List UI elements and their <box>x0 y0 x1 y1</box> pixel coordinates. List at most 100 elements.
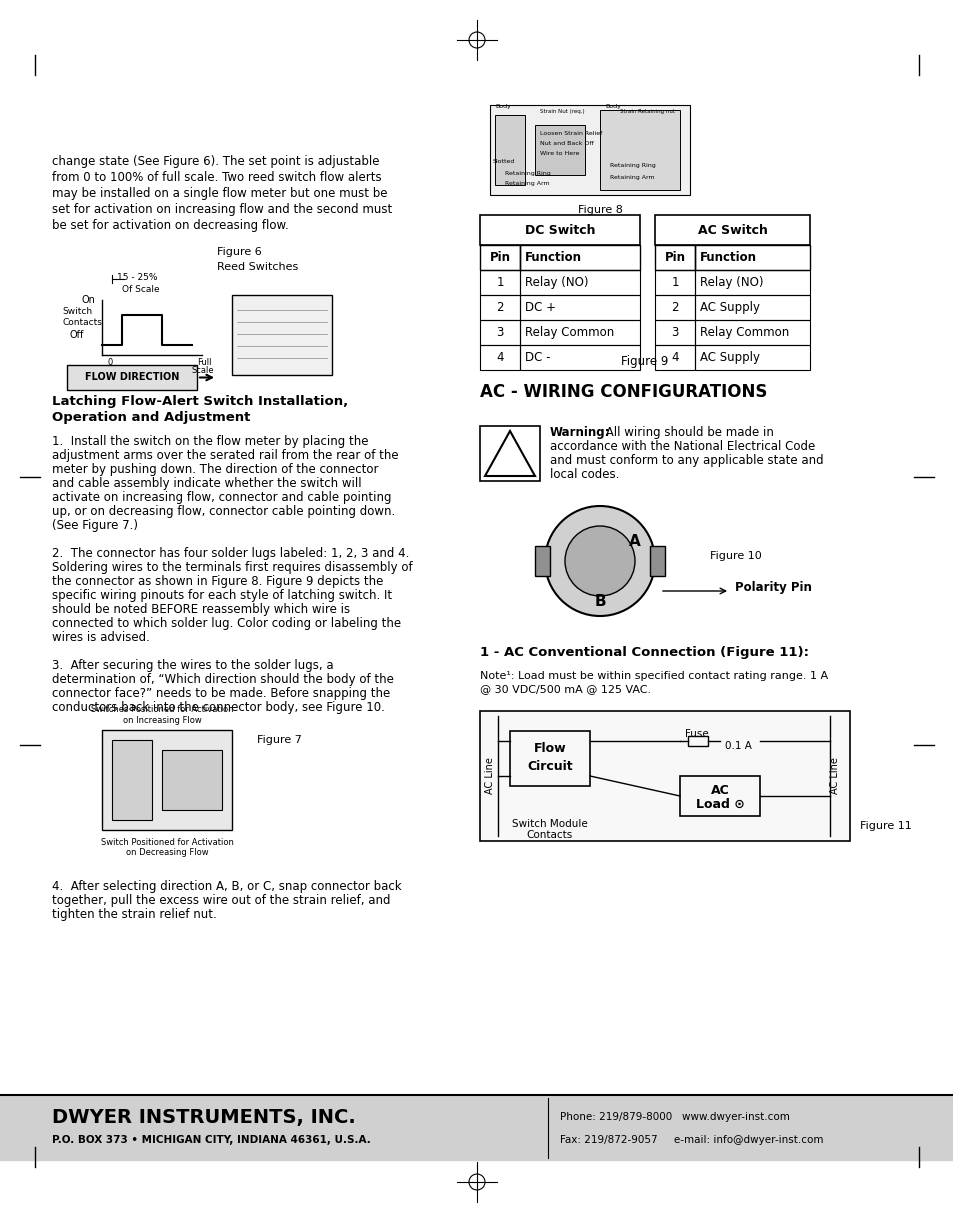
Text: 4: 4 <box>671 351 678 364</box>
Bar <box>695 345 809 370</box>
Bar <box>479 270 519 295</box>
Text: conductors back into the connector body, see Figure 10.: conductors back into the connector body,… <box>52 701 384 714</box>
Bar <box>687 736 707 745</box>
Text: Fax: 219/872-9057     e-mail: info@dwyer-inst.com: Fax: 219/872-9057 e-mail: info@dwyer-ins… <box>559 1135 822 1145</box>
Text: wires is advised.: wires is advised. <box>52 631 150 644</box>
Text: Contacts: Contacts <box>62 318 102 327</box>
Bar <box>490 105 689 196</box>
Text: DC +: DC + <box>524 301 556 314</box>
Text: Flow: Flow <box>533 743 566 755</box>
Text: B: B <box>594 594 605 609</box>
Text: AC Switch: AC Switch <box>697 224 766 237</box>
Text: Load ⊙: Load ⊙ <box>695 798 743 810</box>
Bar <box>655 215 809 244</box>
Text: Fuse: Fuse <box>684 730 708 739</box>
Text: 15 - 25%: 15 - 25% <box>117 273 157 282</box>
Bar <box>535 546 550 576</box>
Text: set for activation on increasing flow and the second must: set for activation on increasing flow an… <box>52 203 392 216</box>
Text: 4: 4 <box>496 351 503 364</box>
Bar <box>519 345 639 370</box>
Text: Off: Off <box>69 330 83 340</box>
Text: 1: 1 <box>671 276 678 288</box>
Text: Nut and Back Off: Nut and Back Off <box>539 141 593 145</box>
Text: Body: Body <box>495 104 511 109</box>
Bar <box>479 345 519 370</box>
Bar <box>655 345 695 370</box>
Text: Strain Nut (req.): Strain Nut (req.) <box>539 109 584 114</box>
Bar <box>479 215 639 244</box>
Text: AC Supply: AC Supply <box>700 351 760 364</box>
Bar <box>599 110 679 189</box>
Text: Relay (NO): Relay (NO) <box>700 276 762 288</box>
Text: 1: 1 <box>496 276 503 288</box>
Bar <box>479 711 849 841</box>
Text: AC Supply: AC Supply <box>700 301 760 314</box>
Text: AC Line: AC Line <box>484 758 495 794</box>
Bar <box>695 244 809 270</box>
Text: Retaining Ring: Retaining Ring <box>609 163 655 167</box>
Bar <box>679 776 760 816</box>
Bar <box>655 320 695 345</box>
Bar <box>495 115 524 185</box>
Bar <box>162 750 222 810</box>
Text: Contacts: Contacts <box>526 830 573 840</box>
Bar <box>232 295 332 375</box>
Text: 0.1 A: 0.1 A <box>724 741 751 752</box>
Text: should be noted BEFORE reassembly which wire is: should be noted BEFORE reassembly which … <box>52 602 350 616</box>
Bar <box>535 125 584 175</box>
Text: Pin: Pin <box>664 251 685 264</box>
Text: from 0 to 100% of full scale. Two reed switch flow alerts: from 0 to 100% of full scale. Two reed s… <box>52 171 381 185</box>
Text: Soldering wires to the terminals first requires disassembly of: Soldering wires to the terminals first r… <box>52 561 413 574</box>
Text: Full: Full <box>196 358 212 367</box>
Text: Body: Body <box>604 104 620 109</box>
Bar <box>479 320 519 345</box>
Text: change state (See Figure 6). The set point is adjustable: change state (See Figure 6). The set poi… <box>52 155 379 167</box>
Text: up, or on decreasing flow, connector cable pointing down.: up, or on decreasing flow, connector cab… <box>52 505 395 518</box>
Text: Slotted: Slotted <box>493 159 515 164</box>
Bar <box>102 730 232 830</box>
Text: connector face?” needs to be made. Before snapping the: connector face?” needs to be made. Befor… <box>52 687 390 700</box>
Text: FLOW DIRECTION: FLOW DIRECTION <box>85 373 179 382</box>
Text: connected to which solder lug. Color coding or labeling the: connected to which solder lug. Color cod… <box>52 617 400 631</box>
Text: Pin: Pin <box>489 251 510 264</box>
Bar <box>655 295 695 320</box>
Text: All wiring should be made in: All wiring should be made in <box>601 426 773 439</box>
Text: Retaining Arm: Retaining Arm <box>609 175 654 180</box>
Text: Latching Flow-Alert Switch Installation,: Latching Flow-Alert Switch Installation, <box>52 395 348 408</box>
Text: P.O. BOX 373 • MICHIGAN CITY, INDIANA 46361, U.S.A.: P.O. BOX 373 • MICHIGAN CITY, INDIANA 46… <box>52 1135 371 1145</box>
Text: 2.  The connector has four solder lugs labeled: 1, 2, 3 and 4.: 2. The connector has four solder lugs la… <box>52 547 409 560</box>
Text: 0: 0 <box>107 358 112 367</box>
Text: on Decreasing Flow: on Decreasing Flow <box>126 848 208 857</box>
Bar <box>0 1095 953 1160</box>
Text: Relay Common: Relay Common <box>524 326 614 338</box>
Bar <box>519 320 639 345</box>
Text: AC Line: AC Line <box>829 758 840 794</box>
Text: A: A <box>628 534 640 549</box>
Text: AC - WIRING CONFIGURATIONS: AC - WIRING CONFIGURATIONS <box>479 382 766 401</box>
Text: Switch Positioned for Activation: Switch Positioned for Activation <box>100 838 233 847</box>
Text: Retaining Ring: Retaining Ring <box>504 171 550 176</box>
Text: Relay (NO): Relay (NO) <box>524 276 588 288</box>
Text: Operation and Adjustment: Operation and Adjustment <box>52 411 250 424</box>
Bar <box>695 320 809 345</box>
Text: 4.  After selecting direction A, B, or C, snap connector back: 4. After selecting direction A, B, or C,… <box>52 880 401 893</box>
Text: (See Figure 7.): (See Figure 7.) <box>52 519 138 532</box>
Text: together, pull the excess wire out of the strain relief, and: together, pull the excess wire out of th… <box>52 895 390 907</box>
Text: 2: 2 <box>496 301 503 314</box>
Bar <box>479 244 519 270</box>
Bar <box>695 295 809 320</box>
Text: Warning:: Warning: <box>550 426 610 439</box>
Text: Figure 9: Figure 9 <box>620 356 668 368</box>
Text: DC -: DC - <box>524 351 550 364</box>
Text: 3: 3 <box>496 326 503 338</box>
Text: accordance with the National Electrical Code: accordance with the National Electrical … <box>550 440 815 453</box>
Text: Wire to Here: Wire to Here <box>539 152 578 156</box>
Text: be set for activation on decreasing flow.: be set for activation on decreasing flow… <box>52 219 289 232</box>
Text: Scale: Scale <box>192 367 214 375</box>
Text: local codes.: local codes. <box>550 468 618 481</box>
Text: Retaining Arm: Retaining Arm <box>504 181 549 186</box>
Bar <box>649 546 664 576</box>
Bar <box>519 244 639 270</box>
Text: activate on increasing flow, connector and cable pointing: activate on increasing flow, connector a… <box>52 491 391 503</box>
Text: @ 30 VDC/500 mA @ 125 VAC.: @ 30 VDC/500 mA @ 125 VAC. <box>479 684 651 694</box>
